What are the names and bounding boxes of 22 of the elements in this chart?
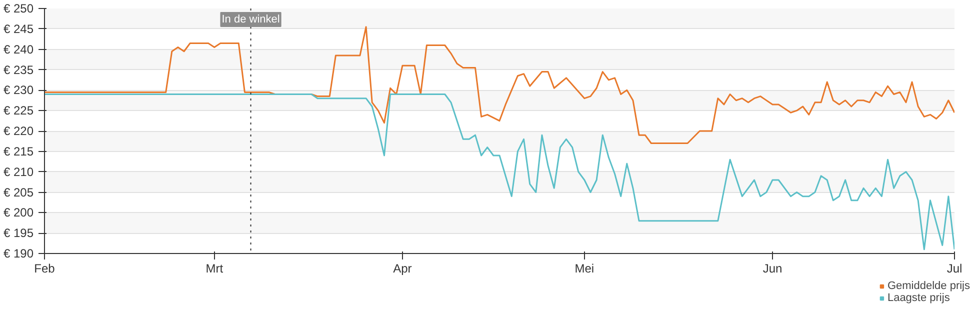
y-tick-label: € 215 bbox=[3, 144, 34, 158]
x-tick-label: Jun bbox=[762, 262, 782, 276]
y-tick-label: € 230 bbox=[3, 83, 34, 98]
y-tick-label: € 240 bbox=[3, 42, 34, 56]
y-tick-label: € 235 bbox=[3, 62, 34, 77]
y-tick-label: € 205 bbox=[3, 185, 34, 200]
y-tick-label: € 210 bbox=[3, 164, 34, 179]
x-tick-label: Jul bbox=[946, 262, 962, 276]
x-tick-label: Mei bbox=[574, 262, 594, 276]
y-tick-label: € 225 bbox=[3, 104, 34, 118]
y-tick-label: € 245 bbox=[3, 22, 34, 36]
y-tick-label: € 200 bbox=[3, 206, 34, 220]
y-tick-label: € 220 bbox=[3, 124, 34, 138]
y-tick-label: € 250 bbox=[3, 2, 34, 16]
x-tick-label: Apr bbox=[393, 262, 412, 276]
x-tick-label: Mrt bbox=[206, 262, 224, 276]
y-tick-label: € 190 bbox=[3, 246, 34, 260]
y-tick-label: € 195 bbox=[3, 226, 34, 240]
ref-line-label: In de winkel bbox=[222, 14, 280, 26]
x-tick-label: Feb bbox=[34, 262, 56, 276]
legend-label: Gemiddelde prijs bbox=[887, 280, 970, 292]
legend-label: Laagste prijs bbox=[887, 292, 950, 304]
